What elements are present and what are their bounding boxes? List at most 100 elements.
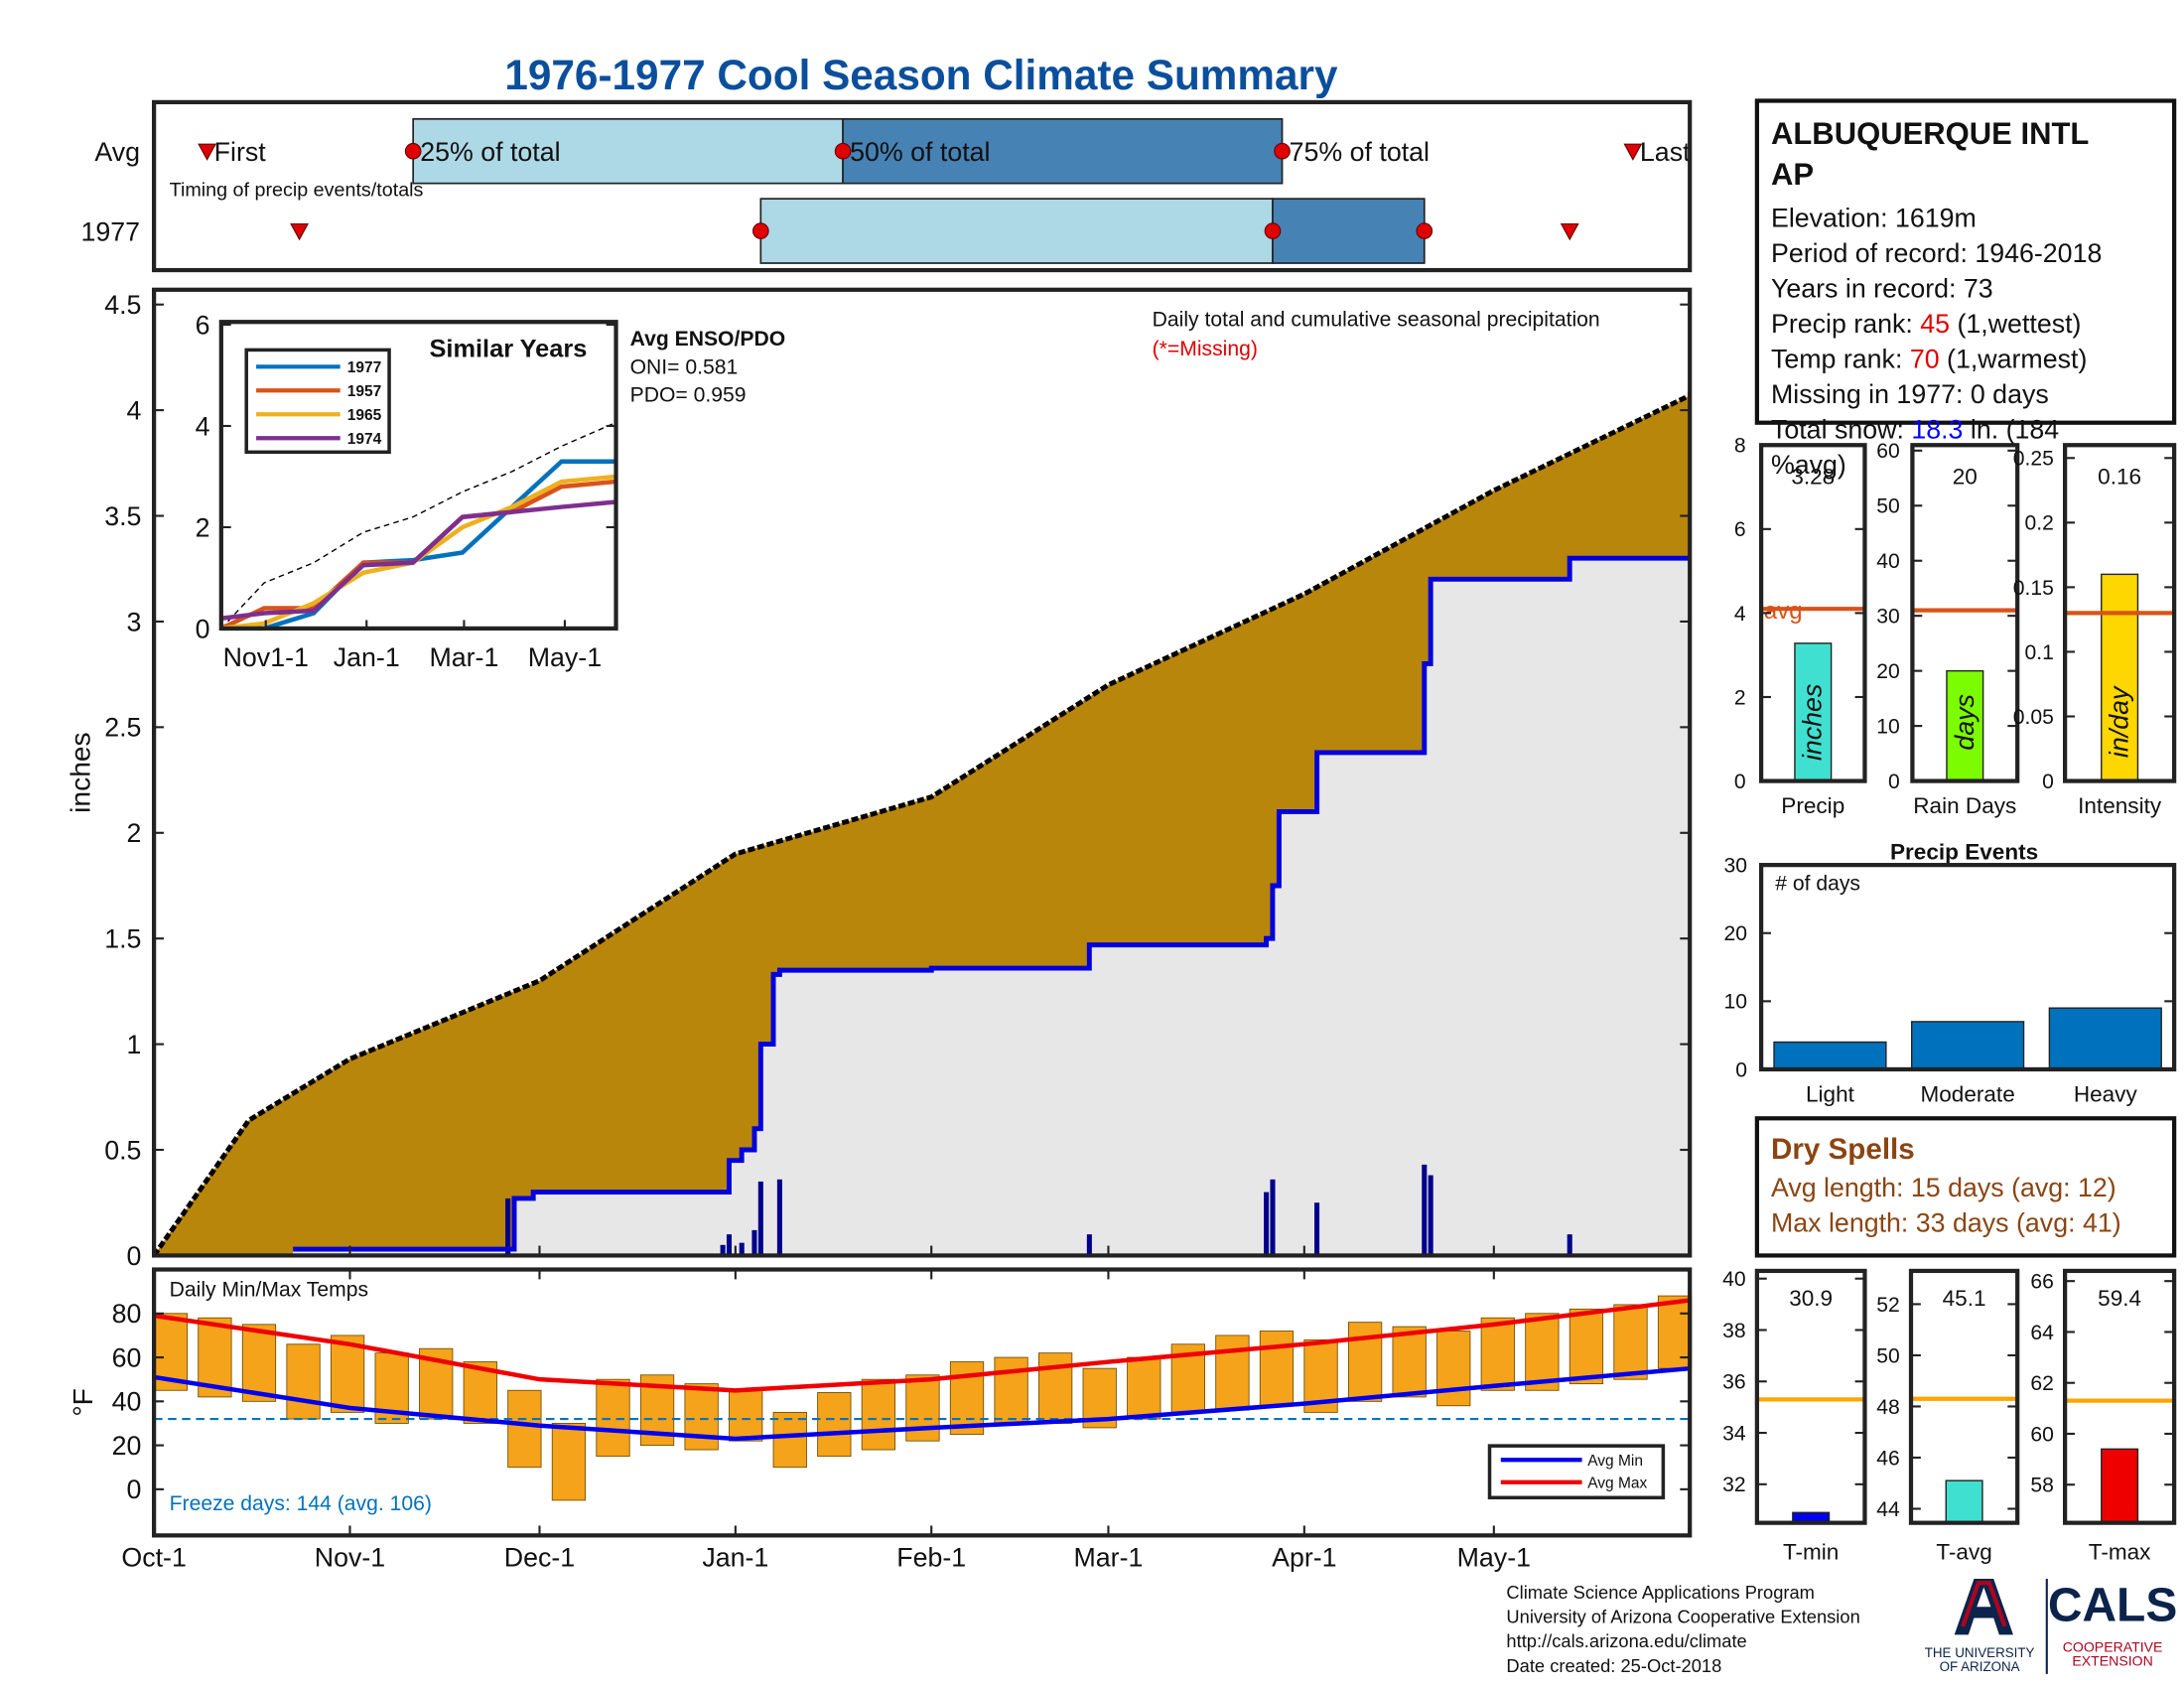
station-text: Period of record: 1946-2018: [1771, 238, 2102, 268]
quartile-marker: [1264, 222, 1282, 239]
temp-range-bar: [1392, 1326, 1427, 1398]
temp-range-bar: [861, 1378, 896, 1451]
quartile-marker: [1274, 142, 1291, 160]
temp-range-bar: [330, 1335, 365, 1413]
y-tick-label: 50: [1876, 495, 1900, 518]
daily-precip-bar: [739, 1242, 745, 1256]
y-tick-label: 0: [1734, 771, 1746, 793]
dry-spells-line: Max length: 33 days (avg: 41): [1771, 1207, 2121, 1237]
value-label: 45.1: [1943, 1286, 1986, 1311]
y-tick-label: 0: [1735, 1058, 1747, 1081]
missing-note: (*=Missing): [1153, 338, 1258, 360]
station-box: [1754, 98, 2177, 425]
average-label: avg: [1764, 598, 1803, 625]
daily-precip-bar: [1270, 1179, 1276, 1256]
station-line: Period of record: 1946-2018: [1771, 238, 2102, 268]
temp-range-bar: [1436, 1331, 1471, 1407]
x-tick-label: Apr-1: [1272, 1542, 1336, 1572]
daily-precip-bar: [505, 1197, 511, 1256]
axes-frame: [1908, 1268, 2020, 1525]
temp-range-bar: [1215, 1335, 1250, 1411]
bar: [2048, 1007, 2162, 1070]
y-tick-label: 4: [196, 411, 210, 441]
timing-note: Timing of precip events/totals: [170, 179, 424, 201]
y-tick-label: 40: [1722, 1268, 1746, 1291]
y-tick-label: 4: [127, 395, 142, 425]
y-tick-label: 20: [1723, 922, 1747, 945]
y-tick-label: 0: [127, 1475, 142, 1504]
x-tick-label: Mar-1: [429, 642, 498, 672]
bar-label: in/day: [2105, 685, 2134, 758]
daily-precip-bar: [1422, 1164, 1428, 1256]
event-marker: [1623, 143, 1643, 161]
station-text: (1,wettest): [1950, 309, 2081, 339]
ua-logo: [1954, 1579, 2048, 1674]
station-text: (1,warmest): [1940, 344, 2088, 373]
station-text: Precip rank:: [1771, 309, 1920, 339]
y-tick-label: 58: [2030, 1475, 2054, 1497]
cals-text: CALS: [2048, 1579, 2177, 1631]
value-label: 30.9: [1789, 1286, 1833, 1311]
x-tick-label: Feb-1: [896, 1542, 966, 1572]
y-tick-label: 0: [196, 614, 210, 643]
y-tick-label: 1: [127, 1030, 142, 1059]
y-tick-label: 32: [1722, 1474, 1746, 1496]
temp-range-bar: [1127, 1356, 1161, 1420]
y-tick-label: 2: [196, 512, 210, 542]
y-tick-label: 1.5: [104, 924, 141, 954]
station-line: Temp rank: 70 (1,warmest): [1771, 344, 2087, 373]
y-tick-label: 44: [1876, 1498, 1900, 1521]
station-text: Total snow:: [1771, 414, 1911, 444]
event-label: First: [214, 137, 267, 167]
annotation: Daily total and cumulative seasonal prec…: [1153, 308, 1600, 331]
y-tick-label: 6: [196, 310, 210, 340]
quartile-bar: [1272, 198, 1426, 264]
axes-frame: [152, 287, 1693, 1258]
avg-temp-line: [153, 1298, 1691, 1393]
axes-frame: [2063, 1268, 2177, 1525]
temp-range-bar: [1259, 1331, 1295, 1407]
temp-range-bar: [1347, 1322, 1383, 1402]
axes-frame: [1754, 1268, 1867, 1525]
event-label: 75% of total: [1290, 137, 1430, 167]
station-text: Temp rank:: [1771, 344, 1910, 373]
legend-label: 1977: [347, 359, 381, 376]
y-tick-label: 30: [1876, 606, 1900, 629]
station-text: %avg): [1771, 450, 1846, 480]
value-label: 59.4: [2098, 1286, 2141, 1311]
y-tick-label: 36: [1722, 1371, 1746, 1394]
daily-precip-bar: [1428, 1175, 1433, 1256]
event-marker: [1560, 222, 1579, 241]
y-tick-label: 0.25: [2013, 448, 2054, 471]
footer-line: http://cals.arizona.edu/climate: [1506, 1630, 1746, 1651]
legend-label: Avg Min: [1587, 1453, 1643, 1470]
y-tick-label: 50: [1876, 1344, 1900, 1367]
x-axis-label: Intensity: [2078, 793, 2162, 818]
chart-title: Precip Events: [1890, 840, 2038, 865]
y-tick-label: 6: [1734, 518, 1746, 541]
quartile-marker: [1416, 222, 1433, 239]
axes-frame: [1910, 443, 2020, 783]
temp-range-bar: [1480, 1317, 1515, 1391]
x-tick-label: May-1: [1457, 1542, 1531, 1572]
bar: [1773, 1041, 1887, 1070]
y-tick-label: 66: [2030, 1271, 2054, 1294]
cals-text: COOPERATIVE: [2063, 1638, 2163, 1654]
daily-precip-bar: [1086, 1234, 1092, 1256]
x-tick-label: Jan-1: [702, 1542, 768, 1572]
quartile-bar: [759, 198, 1274, 264]
x-axis-label: T-min: [1783, 1539, 1839, 1564]
temp-range-bar: [729, 1389, 763, 1442]
row-label: Avg: [94, 137, 140, 167]
y-tick-label: 0: [1888, 771, 1900, 793]
daily-precip-bar: [1314, 1202, 1320, 1256]
y-tick-label: 0.05: [2013, 706, 2054, 729]
daily-precip-bar: [720, 1244, 726, 1256]
y-tick-label: 46: [1876, 1447, 1900, 1470]
axes-frame: [2063, 443, 2177, 783]
row-label: 1977: [80, 216, 140, 246]
y-tick-label: 8: [1734, 435, 1746, 458]
dry-spells-line: Avg length: 15 days (avg: 12): [1771, 1173, 2116, 1202]
average-line: [152, 392, 1692, 1257]
y-tick-label: 34: [1722, 1422, 1746, 1445]
